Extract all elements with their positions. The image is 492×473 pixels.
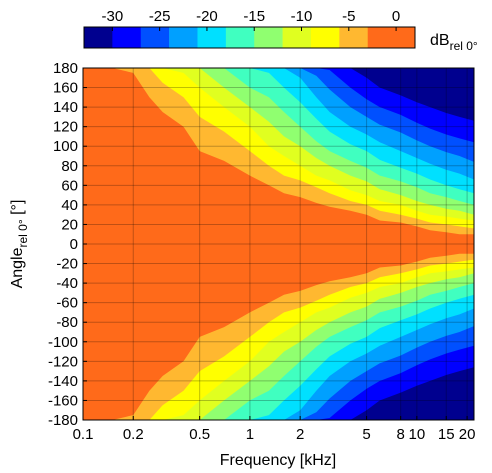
colorbar-ticks: -30 -25 -20 -15 -10 -5 0 [102,8,400,31]
y-axis-label-main: Angle [9,247,26,288]
x-tick-label: 10 [408,426,425,443]
y-tick-label: -40 [56,275,78,292]
y-axis-label-unit: [°] [9,200,26,220]
x-tick-label: 2 [296,426,304,443]
y-tick-label: 0 [70,236,78,253]
x-axis-ticks: 0.1 0.2 0.5 1 2 5 8 10 15 20 [73,416,476,443]
colorbar-tick-label: 0 [392,8,400,25]
y-tick-label: 60 [61,177,78,194]
y-tick-label: 40 [61,197,78,214]
y-tick-label: 100 [53,138,78,155]
y-tick-label: -60 [56,295,78,312]
colorbar-label-main: dB [430,32,450,49]
x-tick-label: 20 [459,426,476,443]
colorbar-swatch-6 [254,27,283,48]
contour-upper-10 [83,68,474,121]
colorbar-tick-label: -5 [342,8,355,25]
y-tick-label: 80 [61,158,78,175]
y-axis-label: Anglerel 0° [°] [9,200,30,289]
colorbar-swatch-1 [112,27,142,48]
x-tick-label: 1 [246,426,254,443]
x-tick-label: 5 [362,426,370,443]
colorbar-frame [83,26,416,49]
y-tick-label: -140 [48,373,78,390]
colorbar-tick-label: -10 [291,8,313,25]
colorbar-swatch-4 [197,27,227,48]
y-tick-label: -80 [56,314,78,331]
colorbar-tick-label: -25 [149,8,171,25]
colorbar-swatch-5 [225,27,255,48]
y-tick-label: 20 [61,216,78,233]
colorbar: -30 -25 -20 -15 -10 -5 0 dBrel 0° [83,8,478,53]
y-tick-label: 180 [53,60,78,77]
x-tick-label: 0.1 [73,426,94,443]
y-tick-label: -160 [48,392,78,409]
contour-fills [83,68,474,420]
contour-lower-10 [83,367,474,420]
y-axis-label-sub: rel 0° [16,219,30,247]
y-tick-label: 120 [53,119,78,136]
contour-upper-9 [83,68,474,143]
colorbar-swatch-3 [169,27,198,48]
y-axis-ticks: 180 160 140 120 100 80 60 40 20 0 -20 -40 -60 -80 -100… [48,60,87,429]
colorbar-tick-label: -30 [102,8,124,25]
y-tick-label: -20 [56,256,78,273]
y-tick-label: -100 [48,334,78,351]
colorbar-swatch-0 [84,27,113,48]
contour-lower-9 [83,345,474,420]
grid-lines [83,68,474,420]
colorbar-swatch-7 [282,27,312,48]
colorbar-swatch-8 [310,27,340,48]
x-tick-label: 15 [438,426,455,443]
colorbar-tick-label: -20 [196,8,218,25]
y-tick-label: -180 [48,412,78,429]
y-tick-label: -120 [48,353,78,370]
y-tick-label: 140 [53,99,78,116]
y-tick-label: 160 [53,80,78,97]
colorbar-label: dBrel 0° [430,32,478,53]
x-tick-label: 0.2 [123,426,144,443]
colorbar-swatches [84,27,416,48]
x-tick-label: 8 [396,426,404,443]
colorbar-swatch-2 [140,27,170,48]
x-tick-label: 0.5 [189,426,210,443]
colorbar-label-sub: rel 0° [450,39,478,53]
colorbar-swatch-9 [339,27,369,48]
colorbar-tick-label: -15 [243,8,265,25]
x-axis-label: Frequency [kHz] [220,452,336,469]
plot-area [82,67,475,421]
colorbar-swatch-10 [367,27,416,48]
